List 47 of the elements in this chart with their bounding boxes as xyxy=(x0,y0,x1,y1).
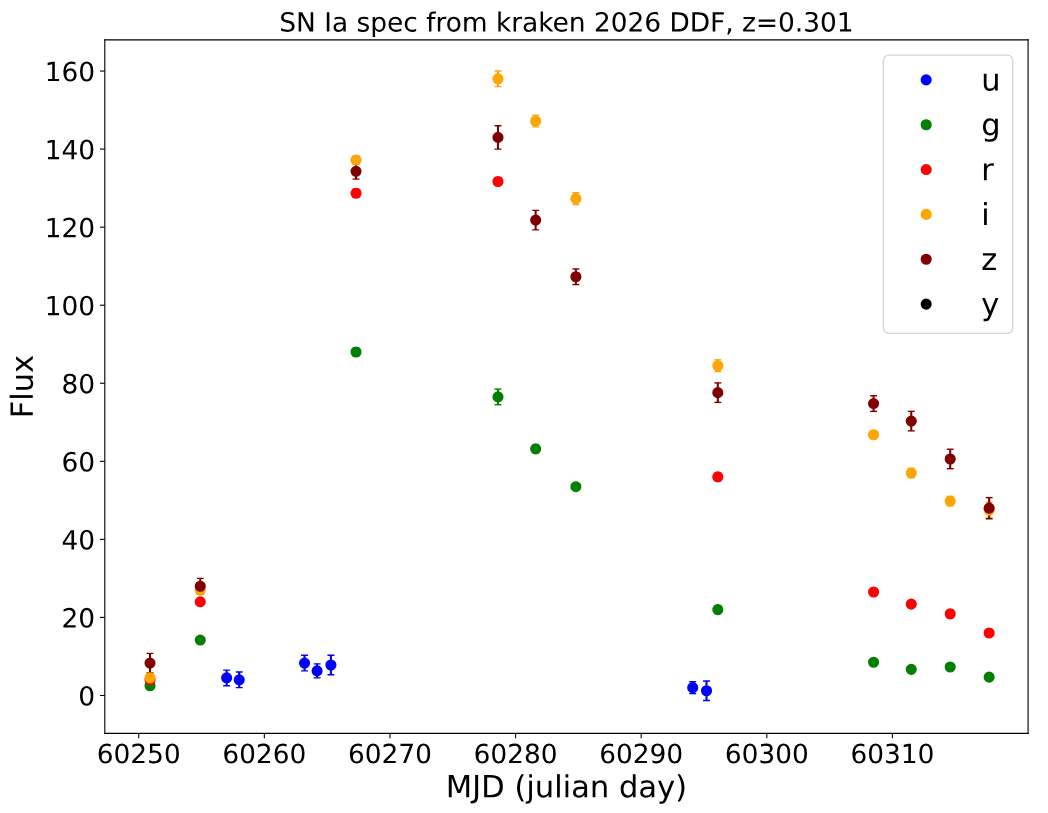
point xyxy=(868,398,880,410)
x-tick-label: 60250 xyxy=(98,743,179,764)
point xyxy=(350,165,362,177)
x-tick-label: 60300 xyxy=(726,743,808,764)
legend-label: u xyxy=(983,73,998,91)
point xyxy=(570,481,582,493)
point xyxy=(983,627,995,639)
point xyxy=(325,659,337,671)
chart-title: SN Ia spec from kraken 2026 DDF, z=0.301 xyxy=(281,11,852,37)
legend-label: z xyxy=(982,253,996,270)
point xyxy=(194,596,206,608)
point xyxy=(868,656,880,668)
x-tick-label: 60310 xyxy=(852,743,933,764)
point xyxy=(983,671,995,683)
point xyxy=(868,586,880,598)
point xyxy=(905,663,917,675)
point xyxy=(194,580,206,592)
legend-label: r xyxy=(983,163,994,181)
y-tick-label: 20 xyxy=(63,607,94,628)
y-tick-label: 60 xyxy=(63,451,94,472)
legend-label: i xyxy=(984,201,987,226)
point xyxy=(712,387,724,399)
legend-label: y xyxy=(982,298,999,322)
point xyxy=(905,598,917,610)
point xyxy=(905,415,917,427)
point xyxy=(700,685,713,697)
point xyxy=(530,214,542,226)
point xyxy=(570,271,582,283)
y-tick-label: 0 xyxy=(80,685,94,706)
y-tick-label: 40 xyxy=(62,529,94,550)
point xyxy=(144,657,156,669)
point xyxy=(492,131,504,143)
y-tick-label: 140 xyxy=(47,139,94,160)
x-tick-label: 60290 xyxy=(601,743,682,764)
point xyxy=(944,661,956,673)
y-axis-title: Flux xyxy=(9,355,34,416)
x-tick-label: 60260 xyxy=(224,743,305,764)
y-tick-label: 80 xyxy=(63,373,94,394)
x-axis-title: MJD (julian day) xyxy=(448,774,685,804)
x-tick-label: 60270 xyxy=(349,743,431,764)
y-tick-label: 160 xyxy=(47,61,94,82)
x-tick-label: 60280 xyxy=(475,743,556,764)
point xyxy=(194,634,206,646)
y-tick-label: 120 xyxy=(47,217,94,238)
y-tick-label: 100 xyxy=(47,295,94,316)
legend-label: g xyxy=(982,118,998,142)
point xyxy=(944,453,956,465)
